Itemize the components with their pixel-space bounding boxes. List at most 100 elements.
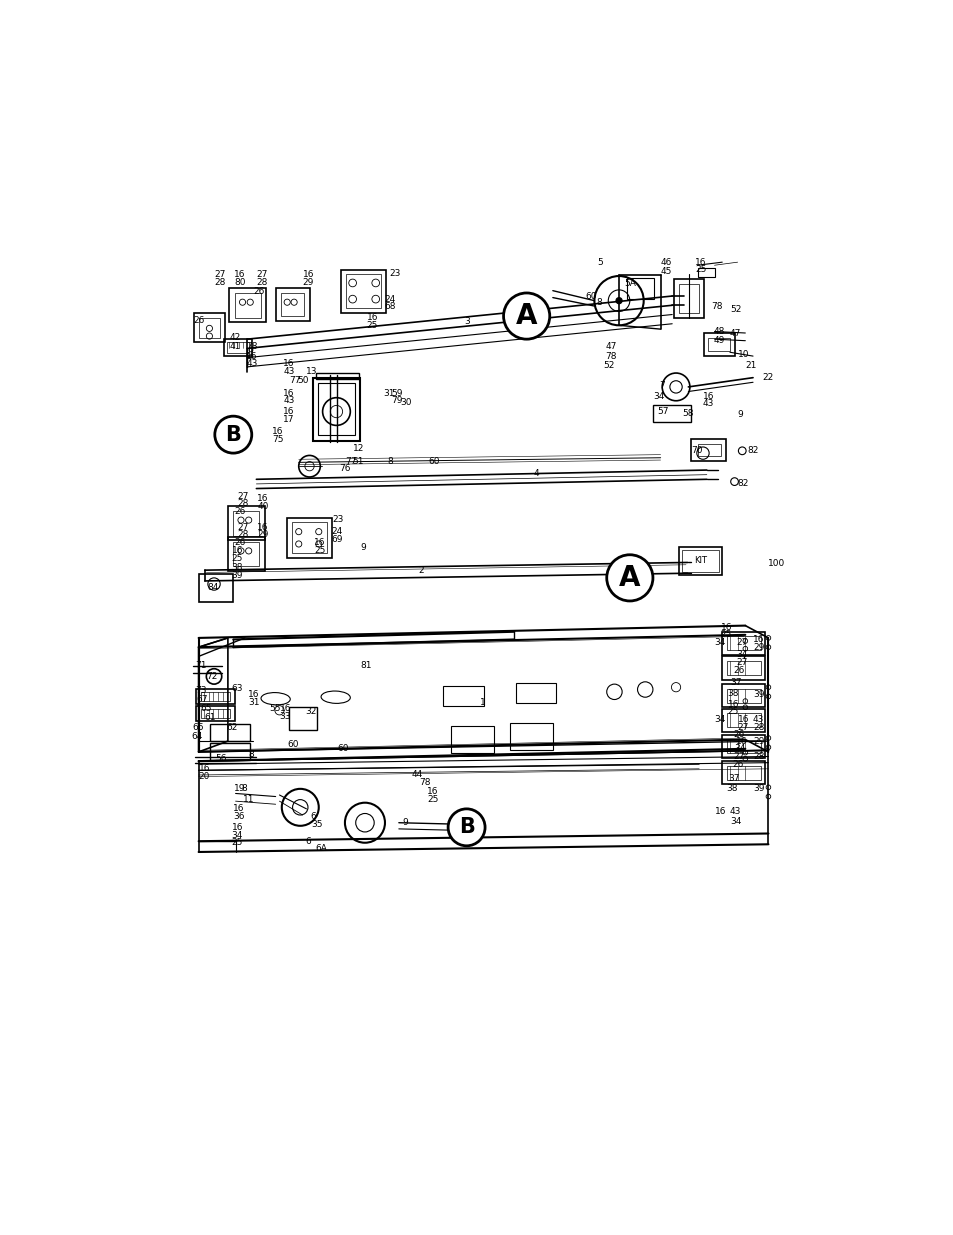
Bar	[234, 293, 261, 317]
Bar	[626, 278, 654, 299]
Text: 34: 34	[733, 745, 744, 753]
Text: 25: 25	[695, 266, 706, 274]
Bar	[443, 685, 483, 705]
Text: 28: 28	[752, 722, 763, 732]
Text: 82: 82	[737, 479, 748, 488]
Text: 12: 12	[353, 445, 364, 453]
Text: 13: 13	[306, 367, 317, 375]
Text: 23: 23	[333, 515, 344, 524]
Text: 27: 27	[237, 522, 248, 531]
Text: 16: 16	[727, 700, 739, 709]
Text: 43: 43	[283, 396, 294, 405]
Text: 50: 50	[297, 377, 309, 385]
Text: 16: 16	[314, 538, 325, 547]
Text: 76: 76	[338, 464, 350, 473]
Text: 34: 34	[232, 831, 243, 840]
Text: 8: 8	[249, 751, 254, 760]
Text: 78: 78	[604, 352, 616, 361]
Bar	[201, 709, 230, 718]
Text: 34: 34	[729, 816, 740, 826]
Text: 77: 77	[289, 377, 301, 385]
Bar	[516, 683, 556, 703]
Text: 29: 29	[302, 278, 314, 287]
Circle shape	[606, 555, 652, 601]
Bar	[229, 288, 266, 322]
Text: 31: 31	[248, 698, 259, 708]
Bar	[721, 735, 764, 758]
Text: 16: 16	[283, 359, 294, 368]
Text: A: A	[618, 564, 639, 592]
Text: 26: 26	[733, 666, 744, 674]
Text: 11: 11	[243, 795, 254, 804]
Text: 47: 47	[729, 329, 740, 337]
Text: 16: 16	[257, 522, 269, 531]
Text: 20: 20	[198, 772, 210, 781]
Text: 16: 16	[736, 736, 747, 746]
Text: 16: 16	[232, 546, 243, 556]
Text: B: B	[458, 818, 474, 837]
Text: 39: 39	[232, 571, 243, 580]
Text: 16: 16	[283, 408, 294, 416]
Text: 27: 27	[256, 270, 268, 279]
Text: 33: 33	[279, 711, 291, 721]
Text: 78: 78	[711, 301, 722, 310]
Text: 58: 58	[681, 409, 693, 417]
Bar	[233, 511, 259, 536]
Text: 27: 27	[737, 722, 748, 732]
Text: 16: 16	[198, 764, 210, 773]
Text: 55: 55	[269, 704, 281, 714]
Bar	[726, 636, 760, 651]
Bar	[510, 722, 552, 750]
Text: 27: 27	[736, 658, 747, 667]
Text: 38: 38	[727, 689, 739, 698]
Text: 39: 39	[752, 690, 763, 699]
Text: 60: 60	[287, 741, 298, 750]
Bar	[228, 537, 265, 571]
Text: 16: 16	[233, 804, 245, 814]
Text: 43: 43	[752, 715, 763, 724]
Text: 30: 30	[400, 398, 412, 406]
Text: 3: 3	[464, 317, 470, 326]
Text: 38: 38	[232, 563, 243, 572]
Text: 10: 10	[737, 350, 748, 359]
Text: B: B	[225, 425, 241, 445]
Text: 78: 78	[419, 778, 431, 787]
Text: 34: 34	[736, 651, 747, 659]
Text: 64: 64	[191, 732, 202, 741]
Text: 61: 61	[205, 714, 216, 722]
Text: 16: 16	[752, 635, 763, 643]
Text: 59: 59	[391, 389, 402, 398]
Text: 29: 29	[752, 736, 763, 746]
Text: 28: 28	[752, 752, 763, 761]
Text: 60: 60	[336, 745, 349, 753]
Text: 25: 25	[727, 708, 739, 716]
Text: 23: 23	[389, 269, 400, 278]
Text: 4: 4	[533, 468, 538, 478]
Text: 67: 67	[196, 695, 208, 704]
Text: 27: 27	[733, 752, 744, 761]
Bar	[289, 708, 317, 730]
Text: 5A: 5A	[624, 279, 636, 288]
Text: 77: 77	[345, 457, 356, 466]
Text: 34: 34	[714, 715, 725, 724]
Bar	[652, 405, 691, 422]
Text: 66: 66	[193, 722, 204, 732]
Text: 100: 100	[767, 559, 785, 568]
Text: 24: 24	[331, 527, 342, 536]
Text: 69: 69	[331, 535, 342, 543]
Text: 46: 46	[659, 258, 671, 267]
Bar	[703, 333, 734, 356]
Text: 6: 6	[305, 836, 311, 846]
Text: 8: 8	[596, 298, 601, 306]
Text: 26: 26	[733, 730, 744, 740]
Text: 25: 25	[232, 555, 243, 563]
Text: 31: 31	[383, 389, 395, 398]
Bar	[201, 692, 230, 701]
Text: 52: 52	[729, 305, 740, 315]
Text: 22: 22	[761, 373, 773, 382]
Text: 5: 5	[597, 258, 602, 267]
Text: 65: 65	[200, 704, 212, 714]
Bar	[721, 656, 764, 679]
Text: 45: 45	[659, 267, 671, 275]
Bar	[292, 522, 327, 553]
